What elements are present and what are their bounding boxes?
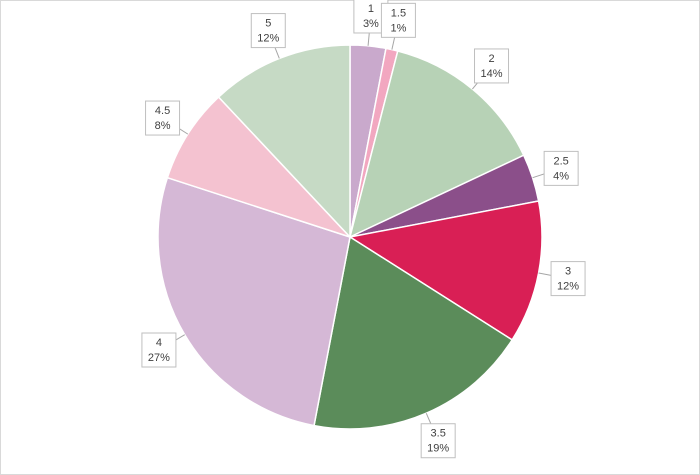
- label-box: [250, 13, 286, 49]
- data-label-category: 1: [368, 3, 374, 15]
- data-label-category: 4: [156, 337, 162, 349]
- data-label-category: 1.5: [391, 7, 406, 19]
- data-label-category: 3: [565, 266, 571, 278]
- pie-slice: [217, 44, 351, 239]
- label-box: [141, 332, 177, 368]
- data-label-category: 4.5: [155, 105, 170, 117]
- data-label-value: 4%: [553, 170, 569, 182]
- data-label-value: 19%: [427, 443, 449, 455]
- data-label-category: 2: [488, 53, 494, 65]
- label-box: [380, 2, 416, 38]
- pie-slice: [347, 200, 543, 341]
- data-label-category: 3.5: [431, 428, 446, 440]
- data-label-value: 8%: [155, 120, 171, 132]
- data-label-category: 5: [265, 17, 271, 29]
- pie-slice: [166, 95, 351, 238]
- data-label-category: 2.5: [553, 155, 568, 167]
- data-label-value: 14%: [480, 68, 502, 80]
- label-box: [550, 261, 586, 297]
- label-box: [543, 150, 579, 186]
- pie-slice: [313, 235, 514, 430]
- label-box: [145, 100, 181, 136]
- pie-slice: [348, 50, 525, 239]
- data-label-value: 1%: [390, 22, 406, 34]
- data-label-value: 12%: [257, 32, 279, 44]
- pie-slice: [157, 176, 351, 427]
- data-label-value: 27%: [148, 352, 170, 364]
- label-box: [474, 48, 510, 84]
- data-label-value: 3%: [363, 18, 379, 30]
- data-label-value: 12%: [557, 281, 579, 293]
- label-box: [420, 423, 456, 459]
